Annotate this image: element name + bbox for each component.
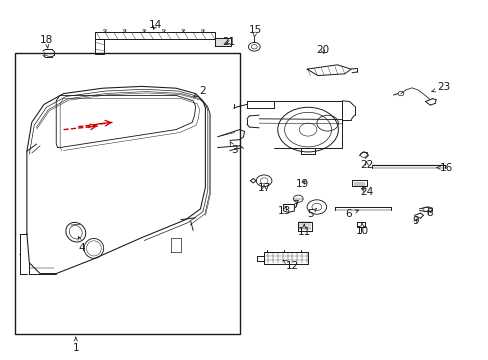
Text: 21: 21 bbox=[222, 37, 235, 48]
Text: 2: 2 bbox=[193, 86, 206, 97]
Text: 17: 17 bbox=[257, 183, 270, 193]
Text: 23: 23 bbox=[431, 82, 450, 92]
Text: 19: 19 bbox=[295, 179, 308, 189]
Text: 8: 8 bbox=[425, 208, 432, 218]
Text: 3: 3 bbox=[230, 142, 238, 156]
Text: 18: 18 bbox=[40, 35, 53, 48]
Text: 22: 22 bbox=[359, 160, 373, 170]
Text: 20: 20 bbox=[316, 45, 328, 55]
Text: 15: 15 bbox=[248, 25, 262, 38]
Text: 14: 14 bbox=[148, 20, 162, 30]
Bar bbox=[15, 53, 239, 334]
Text: 12: 12 bbox=[283, 260, 299, 271]
Text: 4: 4 bbox=[78, 237, 85, 253]
Text: 13: 13 bbox=[277, 206, 291, 216]
Text: 6: 6 bbox=[344, 209, 358, 219]
Text: 1: 1 bbox=[72, 337, 79, 353]
Text: 7: 7 bbox=[291, 200, 298, 210]
Text: 9: 9 bbox=[411, 216, 418, 226]
Text: 24: 24 bbox=[359, 186, 373, 197]
Text: 10: 10 bbox=[356, 223, 368, 236]
Text: 16: 16 bbox=[436, 163, 452, 174]
Text: 11: 11 bbox=[297, 224, 310, 237]
Text: 5: 5 bbox=[306, 208, 316, 219]
